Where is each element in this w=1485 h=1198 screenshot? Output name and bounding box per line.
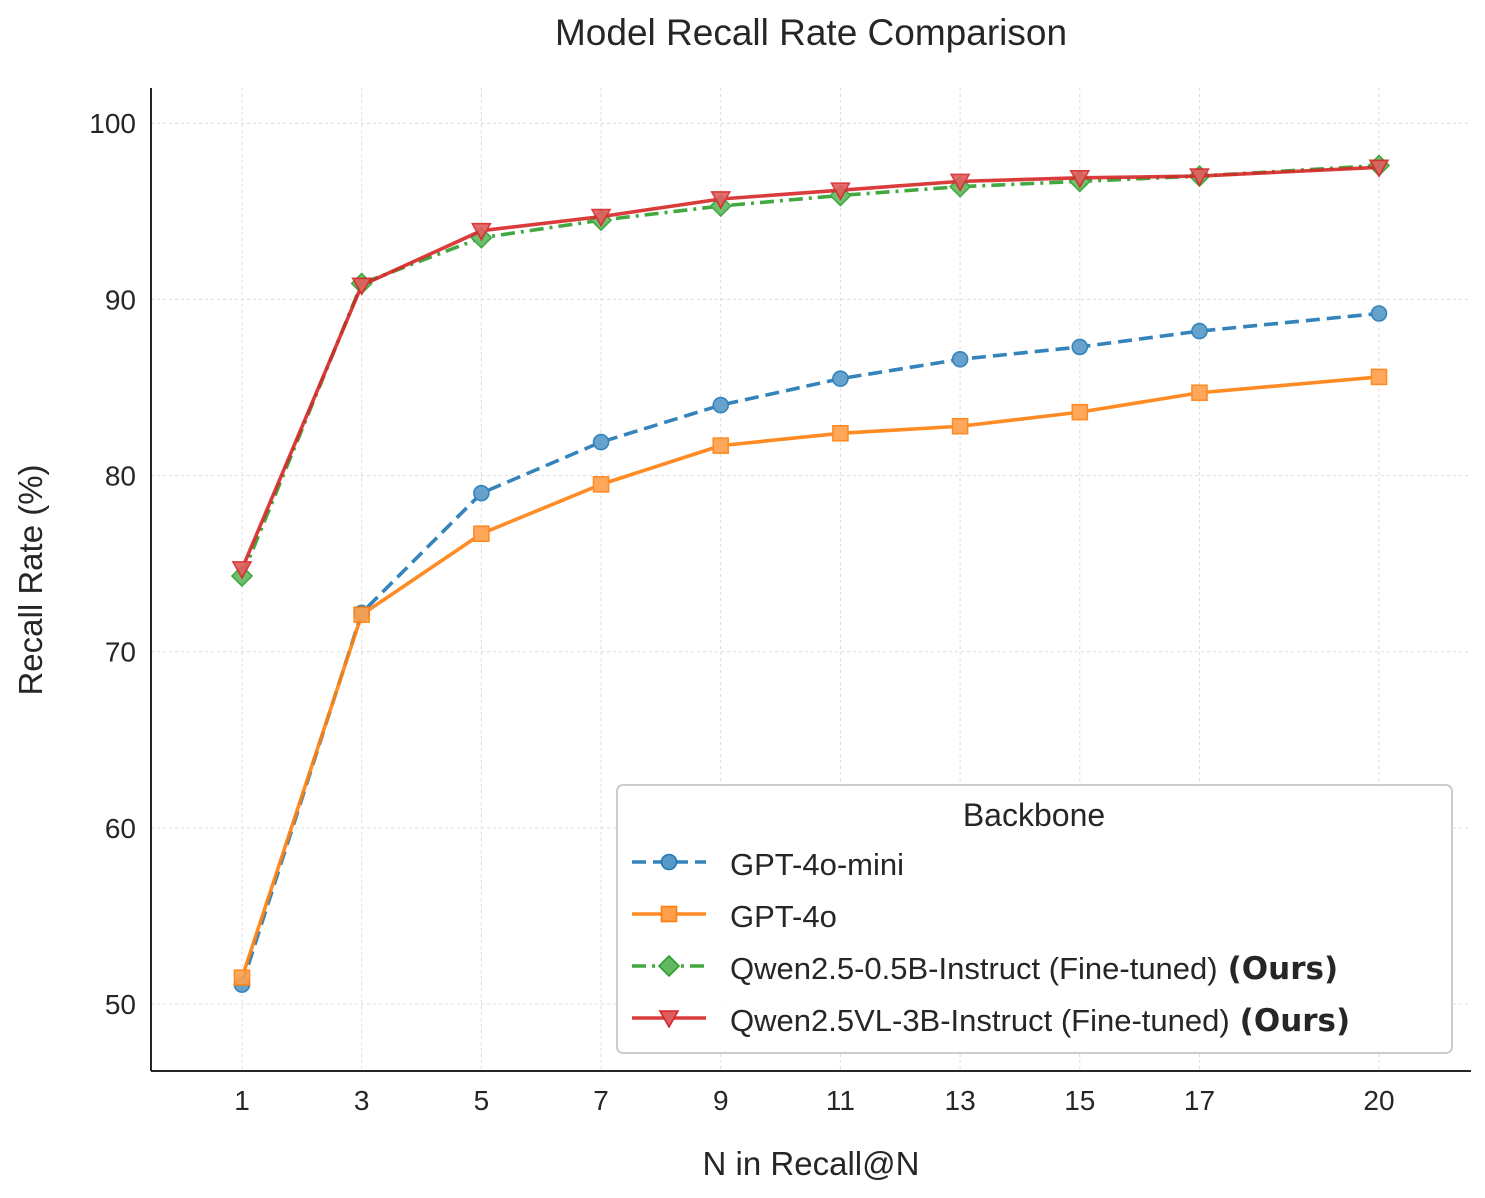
y-axis-label: Recall Rate (%) (12, 464, 49, 695)
x-tick-label: 9 (713, 1085, 729, 1116)
x-tick-label: 3 (354, 1085, 370, 1116)
x-tick-label: 20 (1363, 1085, 1394, 1116)
data-point (351, 277, 373, 296)
series-layer (230, 154, 1391, 993)
y-tick-label: 60 (105, 813, 136, 844)
data-point (830, 182, 851, 201)
x-tick-label: 1 (234, 1085, 250, 1116)
legend-label-ours: (Ours) (1228, 951, 1339, 987)
y-tick-label: 70 (105, 637, 136, 668)
data-point (473, 525, 490, 542)
legend-label-ours: (Ours) (1240, 1003, 1351, 1039)
legend-label-name: GPT-4o-mini (730, 847, 904, 882)
x-axis-label: N in Recall@N (703, 1145, 920, 1182)
legend-entry-4: Qwen2.5VL-3B-Instruct (Fine-tuned) (Ours) (632, 1003, 1350, 1039)
x-tick-label: 17 (1184, 1085, 1215, 1116)
data-point (832, 370, 849, 387)
series-2 (233, 368, 1388, 986)
legend-label-name: GPT-4o (730, 899, 837, 934)
y-tick-label: 50 (105, 989, 136, 1020)
data-point (951, 417, 969, 435)
legend-marker (660, 905, 678, 923)
data-point (233, 969, 251, 986)
legend-marker (657, 954, 681, 978)
y-tick-label: 100 (89, 108, 136, 139)
x-tick-label: 7 (593, 1085, 609, 1116)
data-point (1370, 368, 1388, 386)
data-point (590, 208, 612, 228)
y-tick-label: 80 (105, 461, 136, 492)
legend: Backbone GPT-4o-mini GPT-4o Qwen2.5-0.5B-I… (616, 784, 1453, 1054)
data-point (951, 350, 969, 368)
legend-entry-1: GPT-4o-mini (632, 847, 904, 882)
data-point (473, 484, 490, 502)
legend-label: GPT-4o-mini (730, 847, 904, 882)
legend-label-name: Qwen2.5-0.5B-Instruct (Fine-tuned) (730, 951, 1218, 986)
x-tick-label: 15 (1064, 1085, 1095, 1116)
series-line (240, 375, 1380, 979)
series-4 (231, 159, 1390, 580)
legend-label: Qwen2.5-0.5B-Instruct (Fine-tuned) (Ours) (730, 951, 1338, 987)
data-point (471, 222, 492, 242)
y-axis-ticks: 50 60 70 80 90 100 (89, 108, 136, 1020)
grid (151, 88, 1471, 1071)
legend-title: Backbone (963, 797, 1105, 833)
x-tick-label: 5 (474, 1085, 490, 1116)
data-point (1071, 338, 1089, 356)
data-point (712, 437, 730, 454)
data-point (1368, 159, 1390, 178)
data-point (1370, 305, 1388, 322)
legend-entry-3: Qwen2.5-0.5B-Instruct (Fine-tuned) (Ours) (632, 951, 1338, 987)
data-point (1071, 403, 1089, 421)
series-line (240, 165, 1380, 570)
legend-entry-2: GPT-4o (632, 899, 837, 934)
legend-label: Qwen2.5VL-3B-Instruct (Fine-tuned) (Ours) (730, 1003, 1350, 1039)
legend-label-name: Qwen2.5VL-3B-Instruct (Fine-tuned) (730, 1003, 1230, 1038)
legend-entries: GPT-4o-mini GPT-4o Qwen2.5-0.5B-Instruct (… (632, 847, 1350, 1039)
axes-spines (150, 88, 1471, 1072)
data-point (592, 476, 610, 493)
data-point (832, 424, 849, 442)
chart-title: Model Recall Rate Comparison (555, 12, 1067, 53)
data-point (1191, 384, 1208, 402)
legend-marker (658, 1010, 680, 1029)
y-tick-label: 90 (105, 284, 136, 315)
data-point (1069, 170, 1091, 189)
data-point (712, 396, 730, 414)
data-point (1189, 168, 1210, 187)
data-point (353, 606, 370, 624)
data-point (710, 191, 732, 210)
data-point (1191, 322, 1208, 340)
x-tick-label: 11 (826, 1085, 855, 1116)
legend-marker (660, 853, 678, 871)
x-axis-ticks: 1 3 5 7 9 11 13 15 17 20 (234, 1085, 1394, 1116)
data-point (231, 561, 253, 580)
series-line (240, 311, 1380, 986)
legend-frame (616, 784, 1453, 1054)
data-point (592, 433, 610, 451)
legend-label: GPT-4o (730, 899, 837, 934)
x-tick-label: 13 (945, 1085, 976, 1116)
data-point (949, 173, 971, 192)
